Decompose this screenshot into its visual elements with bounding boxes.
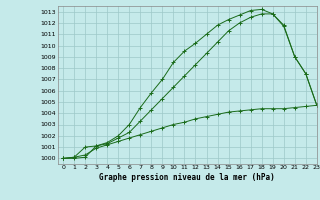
X-axis label: Graphe pression niveau de la mer (hPa): Graphe pression niveau de la mer (hPa)	[99, 173, 275, 182]
